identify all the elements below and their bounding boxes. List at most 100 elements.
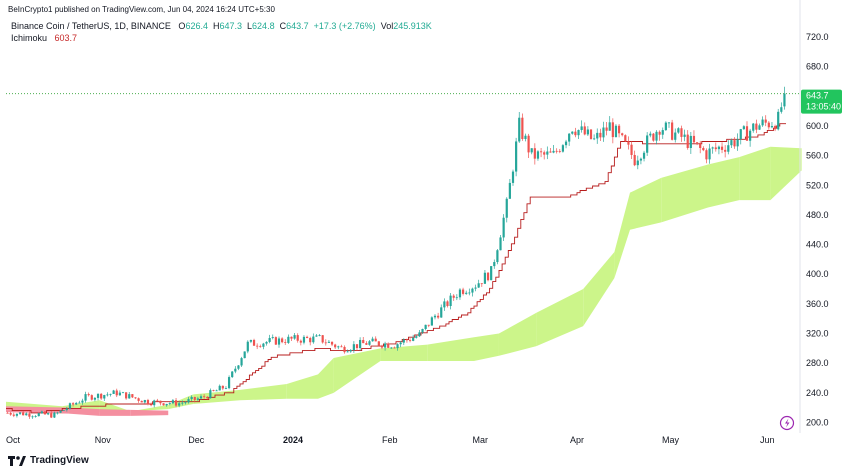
candle-body xyxy=(234,368,237,372)
symbol-label[interactable]: Binance Coin / TetherUS, 1D, BINANCE xyxy=(11,21,171,31)
price-tag: 643.7 13:05:40 xyxy=(801,89,842,114)
candle-body xyxy=(334,344,337,348)
candle-body xyxy=(399,342,402,345)
candle-body xyxy=(231,371,234,378)
candle-body xyxy=(430,317,433,326)
candle-body xyxy=(65,408,68,411)
candle-body xyxy=(362,339,365,344)
x-axis: Oct Nov Dec 2024 Feb Mar Apr May Jun xyxy=(6,435,775,445)
candle-body xyxy=(159,400,162,404)
candle-body xyxy=(639,158,643,161)
candle-body xyxy=(636,160,639,166)
candle-body xyxy=(40,411,43,414)
candle-body xyxy=(393,347,396,349)
candle-body xyxy=(415,336,418,338)
candle-body xyxy=(764,119,767,123)
ichimoku-baseline xyxy=(6,123,786,414)
candles xyxy=(6,86,786,419)
cloud-segment xyxy=(99,400,131,413)
candle-body xyxy=(749,130,752,141)
candle-body xyxy=(383,343,387,348)
lightning-icon[interactable] xyxy=(779,415,795,431)
candle-body xyxy=(352,344,355,351)
candle-body xyxy=(758,125,761,130)
x-tick-label: 2024 xyxy=(283,435,303,445)
candle-body xyxy=(752,123,755,131)
candle-body xyxy=(499,237,502,251)
candle-body xyxy=(471,288,474,293)
candle-body xyxy=(418,332,421,337)
candle-body xyxy=(437,315,440,318)
candle-body xyxy=(564,141,568,146)
y-tick-label: 360.0 xyxy=(806,299,829,309)
candle-body xyxy=(165,403,168,406)
candle-body xyxy=(621,133,624,136)
candle-body xyxy=(402,339,405,343)
candle-body xyxy=(259,346,262,348)
candle-body xyxy=(149,404,153,406)
candle-body xyxy=(568,133,571,142)
candle-body xyxy=(343,346,346,353)
candle-body xyxy=(455,297,458,299)
candle-body xyxy=(93,397,97,400)
candle-body xyxy=(271,337,274,339)
candle-body xyxy=(677,128,680,133)
candle-body xyxy=(349,350,352,352)
y-tick-label: 280.0 xyxy=(806,358,829,368)
high-value: 647.3 xyxy=(219,21,243,31)
candle-body xyxy=(340,346,343,348)
candle-body xyxy=(574,131,577,136)
candle-body xyxy=(90,395,93,400)
candle-body xyxy=(34,416,37,417)
candle-body xyxy=(100,393,103,399)
cloud-segment xyxy=(318,358,334,399)
candle-body xyxy=(268,338,271,342)
candle-body xyxy=(184,402,187,404)
candle-body xyxy=(178,403,181,406)
candle-body xyxy=(508,182,511,199)
candle-body xyxy=(321,335,324,343)
candle-body xyxy=(480,283,483,285)
close-value: 643.7 xyxy=(286,21,309,31)
footer-brand[interactable]: TradingView xyxy=(8,455,89,466)
candle-body xyxy=(28,413,31,417)
candle-body xyxy=(773,126,777,130)
candle-body xyxy=(527,135,530,153)
y-tick-label: 680.0 xyxy=(806,62,829,72)
candle-body xyxy=(505,198,508,218)
candle-body xyxy=(293,335,296,339)
candle-body xyxy=(699,143,702,148)
candle-body xyxy=(536,151,540,159)
low-label: L xyxy=(247,21,253,31)
candle-body xyxy=(530,148,533,153)
indicator-legend[interactable]: Ichimoku 603.7 xyxy=(11,33,77,43)
candle-body xyxy=(655,131,658,141)
candle-body xyxy=(671,122,674,140)
candle-body xyxy=(711,147,714,149)
y-tick-label: 560.0 xyxy=(806,151,829,161)
candle-body xyxy=(227,377,231,389)
candle-body xyxy=(599,132,602,138)
candle-body xyxy=(602,127,605,138)
candle-body xyxy=(661,130,664,135)
candle-body xyxy=(96,393,100,398)
candle-body xyxy=(193,396,196,400)
candle-body xyxy=(103,395,106,399)
candle-body xyxy=(131,394,134,398)
candle-body xyxy=(224,388,228,389)
candle-body xyxy=(727,145,730,152)
candle-body xyxy=(780,107,783,112)
candle-body xyxy=(56,412,59,414)
indicator-value: 603.7 xyxy=(54,33,78,43)
candle-body xyxy=(624,135,627,142)
candle-body xyxy=(174,400,178,406)
y-tick-label: 240.0 xyxy=(806,388,829,398)
candle-body xyxy=(724,149,727,152)
candle-body xyxy=(190,396,193,400)
candle-body xyxy=(281,338,284,343)
cloud-segment xyxy=(536,289,584,347)
candle-body xyxy=(549,151,552,153)
cloud-segment xyxy=(286,374,318,399)
candle-body xyxy=(299,340,302,343)
